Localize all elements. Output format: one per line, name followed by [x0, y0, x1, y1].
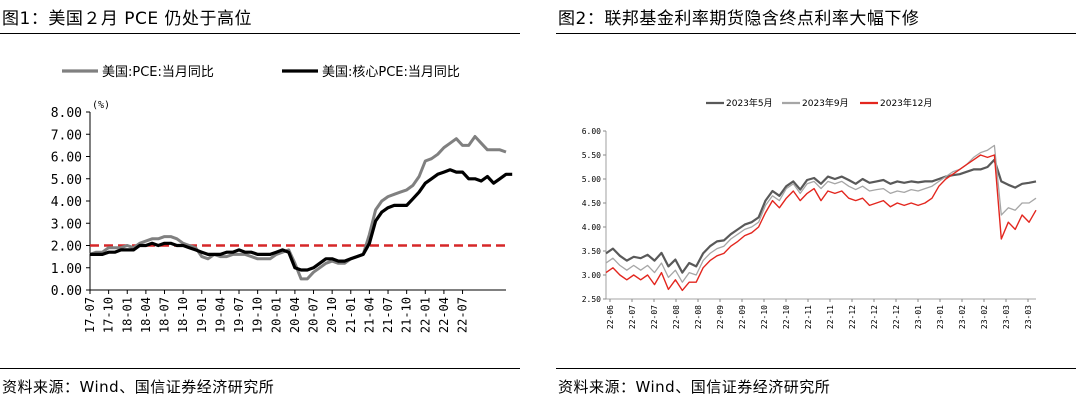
x-tick-label: 22-01 — [418, 297, 432, 333]
x-tick-label: 22-11 — [804, 305, 813, 329]
x-tick-label: 18-01 — [120, 297, 134, 333]
series-line-1 — [605, 158, 1037, 274]
legend-label: 美国:核心PCE:当月同比 — [322, 65, 460, 80]
legend-label: 2023年9月 — [802, 97, 849, 109]
pce-line-chart: 0.00 1.00 2.00 3.00 4.00 5.00 6.00 7.00 8.00 (%) 1… — [51, 65, 513, 333]
x-tick-label: 21-07 — [381, 297, 395, 333]
series-line-2 — [90, 168, 513, 272]
x-tick-label: 17-07 — [83, 297, 97, 333]
series-line-3 — [605, 154, 1037, 292]
x-tick-label: 22-08 — [694, 305, 703, 329]
x-tick-label: 23-03 — [1002, 305, 1011, 329]
x-tick-label: 22-10 — [782, 305, 791, 329]
x-tick-label: 19-01 — [195, 297, 209, 333]
title-divider — [556, 33, 1076, 34]
x-tick-label: 21-04 — [362, 297, 376, 333]
source-divider — [556, 368, 1076, 369]
series-line-2 — [605, 144, 1037, 283]
x-tick-label: 22-11 — [826, 305, 835, 329]
source-note: 资料来源：Wind、国信证券经济研究所 — [558, 378, 831, 396]
x-tick-label: 23-02 — [958, 305, 967, 329]
x-tick-label: 22-12 — [848, 305, 857, 329]
legend-label: 美国:PCE:当月同比 — [102, 65, 214, 80]
y-axis-unit: (%) — [92, 100, 110, 111]
y-tick-label: 4.50 — [582, 199, 601, 208]
source-note: 资料来源：Wind、国信证券经济研究所 — [2, 378, 275, 396]
x-tick-label: 22-10 — [760, 305, 769, 329]
x-tick-label: 17-10 — [102, 297, 116, 333]
x-tick-label: 19-04 — [213, 297, 227, 333]
chart-panel-pce: 图1：美国２月 PCE 仍处于高位 0.00 1.00 2.00 3.00 4.00 5.… — [0, 0, 524, 403]
x-tick-label: 23-03 — [1024, 305, 1033, 329]
x-tick-label: 23-01 — [914, 305, 923, 329]
source-divider — [0, 368, 520, 369]
legend-label: 2023年5月 — [726, 97, 773, 109]
y-tick-label: 6.00 — [51, 151, 82, 166]
y-tick-label: 7.00 — [51, 128, 82, 143]
x-tick-label: 22-09 — [738, 305, 747, 329]
x-tick-label: 18-04 — [139, 297, 153, 333]
y-tick-label: 5.50 — [582, 151, 601, 160]
x-tick-label: 21-01 — [344, 297, 358, 333]
x-tick-label: 22-06 — [606, 305, 615, 329]
y-tick-label: 1.00 — [51, 262, 82, 277]
y-tick-label: 2.50 — [582, 295, 601, 304]
x-tick-label: 23-01 — [936, 305, 945, 329]
x-tick-label: 22-04 — [437, 297, 451, 333]
y-tick-label: 3.50 — [582, 247, 601, 256]
x-tick-label: 22-07 — [628, 305, 637, 329]
y-tick-label: 6.00 — [582, 127, 601, 136]
y-tick-label: 8.00 — [51, 106, 82, 121]
x-tick-label: 19-07 — [232, 297, 246, 333]
y-tick-label: 5.00 — [582, 175, 601, 184]
fed-funds-futures-line-chart: 2.50 3.00 3.50 4.00 4.50 5.00 5.50 6.00 22-06 22-… — [582, 97, 1037, 329]
x-tick-label: 22-09 — [716, 305, 725, 329]
x-tick-label: 22-08 — [672, 305, 681, 329]
y-tick-label: 0.00 — [51, 284, 82, 299]
x-tick-label: 22-12 — [870, 305, 879, 329]
series-line-1 — [89, 135, 507, 281]
y-tick-label: 3.00 — [582, 271, 601, 280]
chart-title: 图2：联邦基金利率期货隐含终点利率大幅下修 — [558, 9, 920, 29]
x-tick-label: 22-07 — [650, 305, 659, 329]
legend-label: 2023年12月 — [880, 97, 932, 109]
x-tick-label: 20-04 — [288, 297, 302, 333]
y-tick-label: 2.00 — [51, 240, 82, 255]
chart-title: 图1：美国２月 PCE 仍处于高位 — [2, 9, 252, 29]
x-tick-label: 20-10 — [325, 297, 339, 333]
x-tick-label: 21-10 — [400, 297, 414, 333]
y-tick-label: 4.00 — [582, 223, 601, 232]
x-tick-label: 22-07 — [456, 297, 470, 333]
title-divider — [0, 33, 520, 34]
x-tick-label: 18-10 — [176, 297, 190, 333]
x-tick-label: 20-01 — [269, 297, 283, 333]
chart-panel-fed-funds: 图2：联邦基金利率期货隐含终点利率大幅下修 2.50 3.00 3.50 4.00 4.… — [556, 0, 1080, 403]
x-tick-label: 22-12 — [892, 305, 901, 329]
y-tick-label: 4.00 — [51, 195, 82, 210]
y-tick-label: 3.00 — [51, 217, 82, 232]
x-tick-label: 18-07 — [158, 297, 172, 333]
x-tick-label: 19-10 — [251, 297, 265, 333]
y-tick-label: 5.00 — [51, 173, 82, 188]
x-tick-label: 20-07 — [307, 297, 321, 333]
x-tick-label: 23-02 — [980, 305, 989, 329]
